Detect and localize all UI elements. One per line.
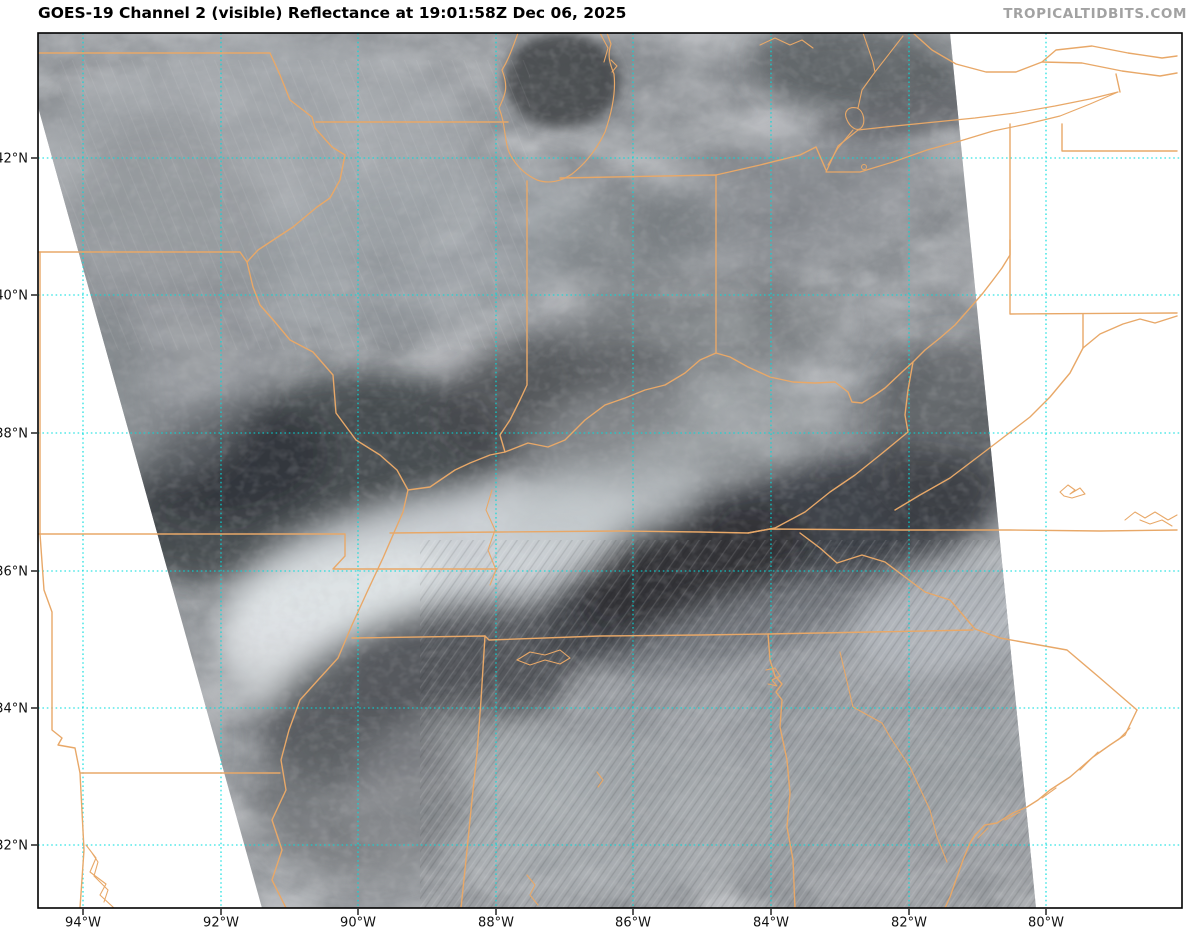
lake-ontario-outline [912,33,1178,93]
lake-squiggle [516,649,781,906]
lon-tick-label: 82°W [891,916,927,929]
satellite-imagery-layer [38,33,1036,908]
state-line [389,528,1178,534]
lat-tick-label: 40°N [0,289,28,304]
pelee-island [861,164,867,170]
lake-michigan-outline [498,33,616,183]
coastline [944,709,1138,908]
lon-tick-label: 86°W [615,916,651,929]
lake-stclair-outline [759,33,904,166]
axis-ticks-and-labels: 94°W 92°W 90°W 88°W 86°W 84°W 82°W 80°W 42°N 40°N… [0,152,1064,929]
red-river-squiggle [85,844,115,908]
lat-tick-label: 32°N [0,839,28,854]
state-line [1009,123,1178,349]
lake-erie-outline [825,91,1119,173]
state-line [499,180,528,453]
lon-tick-label: 94°W [65,916,101,929]
state-line [351,629,974,641]
river-squiggle [485,489,497,586]
lat-tick-label: 38°N [0,427,28,442]
state-line [767,633,796,908]
ohio-river-boundary [407,239,1011,491]
plot-border [37,32,1183,909]
state-line [38,251,248,263]
lat-tick-label: 36°N [0,565,28,580]
site-watermark: TROPICALTIDBITS.COM [1003,6,1187,22]
lat-tick-label: 34°N [0,702,28,717]
latlon-gridlines [38,33,1182,908]
lon-tick-label: 80°W [1028,916,1064,929]
state-line [460,635,486,908]
river-squiggle [839,651,948,863]
state-boundaries-layer [38,33,1178,908]
lon-tick-label: 84°W [753,916,789,929]
lake-squiggle [1059,484,1178,527]
state-line [559,174,717,354]
state-line [894,347,1084,511]
state-line [38,533,498,570]
state-line [1061,123,1178,152]
state-line [39,251,281,908]
mississippi-river-boundary [38,52,409,908]
lon-tick-label: 88°W [478,916,514,929]
barrier-islands [977,727,1131,839]
state-line [747,361,914,534]
lon-tick-label: 92°W [203,916,239,929]
lat-tick-label: 42°N [0,152,28,167]
state-line [715,146,827,176]
lon-tick-label: 90°W [340,916,376,929]
state-line [799,532,1138,711]
river-squiggle [599,33,618,73]
page-title: GOES-19 Channel 2 (visible) Reflectance … [38,4,627,22]
